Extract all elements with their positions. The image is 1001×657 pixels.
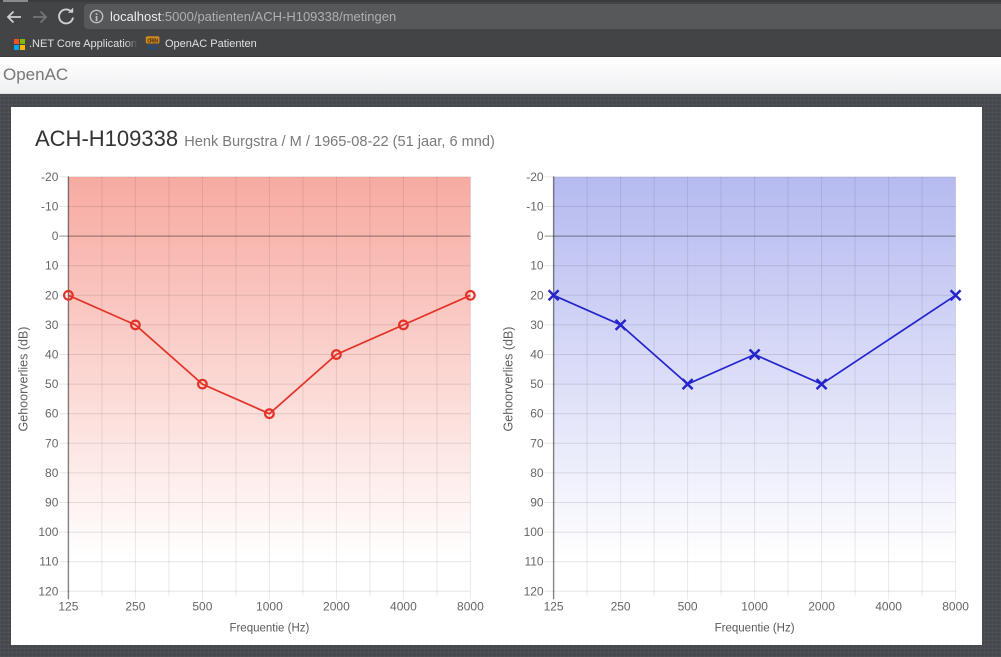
svg-text:500: 500 [678, 600, 698, 614]
svg-text:100: 100 [38, 525, 58, 539]
svg-text:2000: 2000 [808, 600, 835, 614]
svg-text:80: 80 [530, 466, 544, 480]
svg-text:100: 100 [524, 525, 544, 539]
svg-text:60: 60 [45, 407, 59, 421]
svg-text:125: 125 [544, 600, 564, 614]
svg-text:70: 70 [530, 436, 544, 450]
svg-text:1000: 1000 [256, 600, 283, 614]
svg-text:110: 110 [524, 555, 543, 569]
svg-text:120: 120 [524, 584, 544, 598]
svg-text:20: 20 [530, 288, 544, 302]
svg-text:-10: -10 [41, 200, 59, 214]
svg-text:30: 30 [530, 318, 544, 332]
svg-text:-20: -20 [41, 170, 59, 184]
svg-text:50: 50 [45, 377, 59, 391]
svg-text:110: 110 [39, 555, 58, 569]
svg-text:Gehoorverlies (dB): Gehoorverlies (dB) [502, 327, 516, 432]
svg-text:20: 20 [45, 288, 59, 302]
svg-text:OPEN: OPEN [147, 38, 158, 44]
svg-text:125: 125 [58, 600, 78, 614]
svg-text:40: 40 [530, 348, 544, 362]
svg-text:120: 120 [38, 584, 58, 598]
svg-text:50: 50 [530, 377, 544, 391]
svg-text:70: 70 [45, 436, 59, 450]
svg-text:4000: 4000 [875, 600, 902, 614]
svg-text:8000: 8000 [457, 600, 484, 614]
svg-text:30: 30 [45, 318, 59, 332]
svg-text:4000: 4000 [390, 600, 417, 614]
svg-text:90: 90 [530, 496, 544, 510]
svg-text:10: 10 [45, 259, 59, 273]
svg-text:500: 500 [192, 600, 212, 614]
svg-text:0: 0 [537, 229, 544, 243]
svg-text:60: 60 [530, 407, 544, 421]
svg-text:AC: AC [148, 43, 159, 52]
svg-text:Frequentie (Hz): Frequentie (Hz) [715, 623, 795, 635]
svg-text:8000: 8000 [942, 600, 969, 614]
svg-text:250: 250 [611, 600, 631, 614]
svg-text:80: 80 [45, 466, 59, 480]
svg-text:2000: 2000 [323, 600, 350, 614]
svg-text:0: 0 [52, 229, 59, 243]
svg-text:1000: 1000 [741, 600, 768, 614]
svg-text:Frequentie (Hz): Frequentie (Hz) [229, 623, 309, 635]
svg-text:Gehoorverlies (dB): Gehoorverlies (dB) [16, 327, 30, 432]
svg-text:-10: -10 [526, 200, 544, 214]
svg-text:10: 10 [530, 259, 544, 273]
svg-text:-20: -20 [526, 170, 544, 184]
svg-text:250: 250 [125, 600, 145, 614]
svg-text:90: 90 [45, 496, 59, 510]
svg-text:40: 40 [45, 348, 59, 362]
